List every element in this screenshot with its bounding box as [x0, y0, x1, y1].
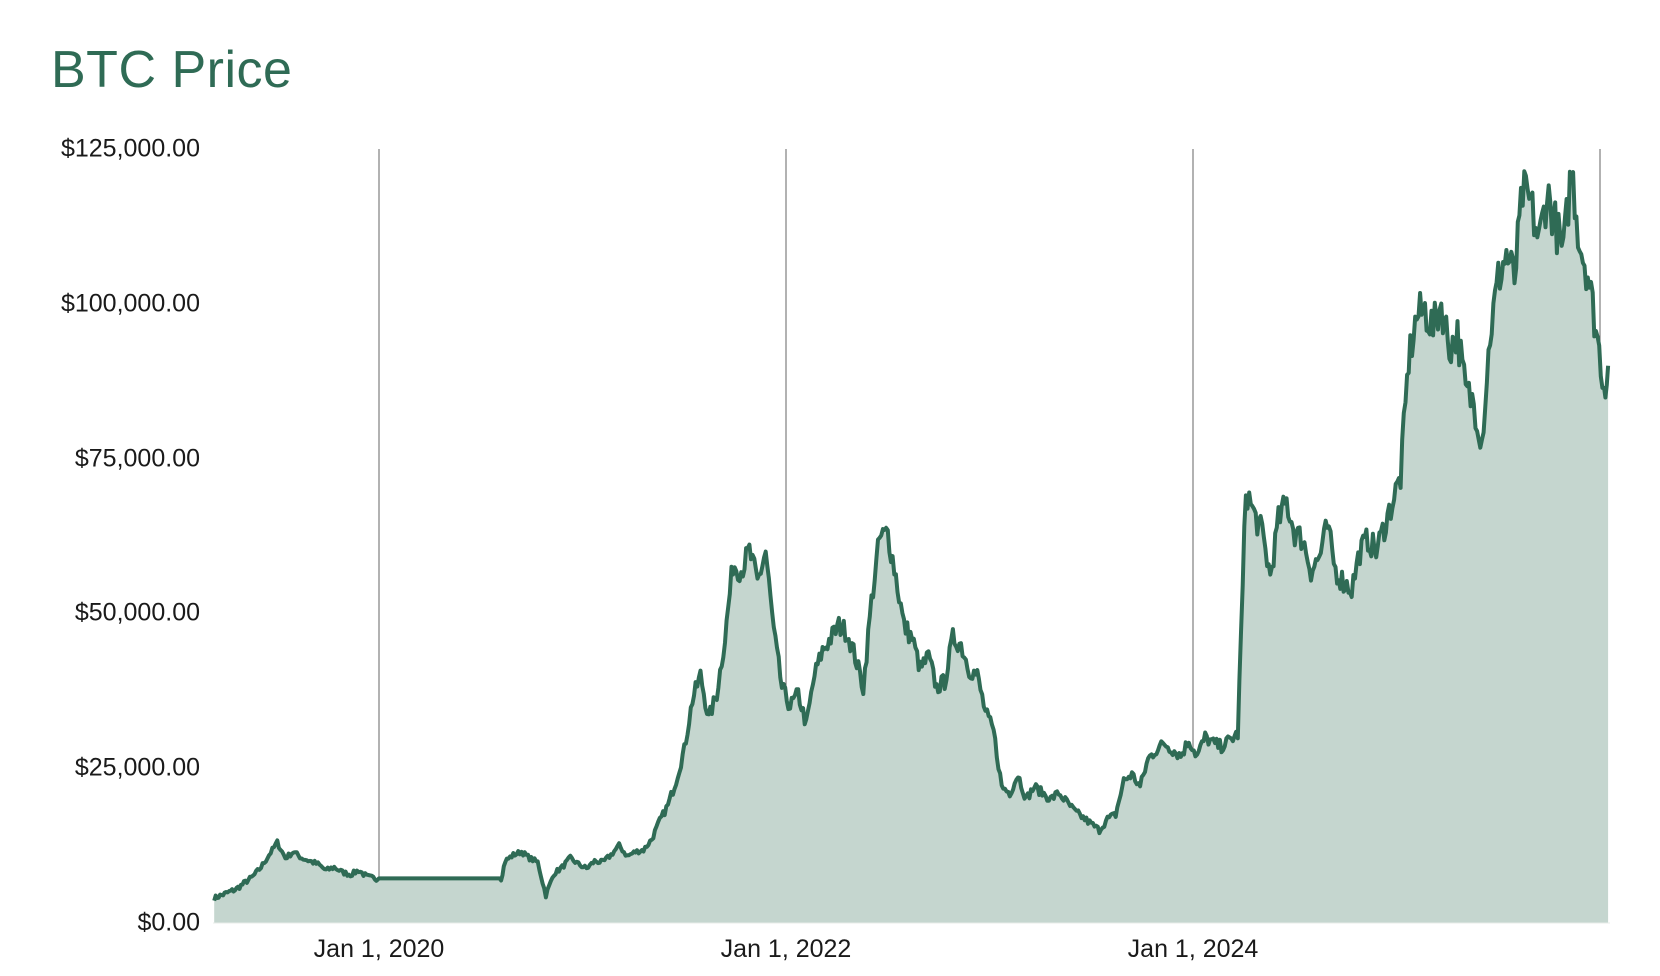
x-tick-label: Jan 1, 2024	[1127, 935, 1259, 963]
x-tick-label: Jan 1, 2020	[313, 935, 445, 963]
y-tick-label: $25,000.00	[74, 753, 200, 782]
y-tick-label: $50,000.00	[74, 598, 200, 627]
y-tick-label: $125,000.00	[60, 134, 200, 163]
price-line	[212, 169, 1611, 902]
y-tick-label: $0.00	[137, 908, 200, 937]
price-area-fill	[214, 171, 1609, 924]
x-tick-label: Jan 1, 2022	[720, 935, 852, 963]
chart-title: BTC Price	[51, 41, 293, 99]
y-tick-label: $75,000.00	[74, 444, 200, 473]
y-tick-label: $100,000.00	[60, 289, 200, 318]
